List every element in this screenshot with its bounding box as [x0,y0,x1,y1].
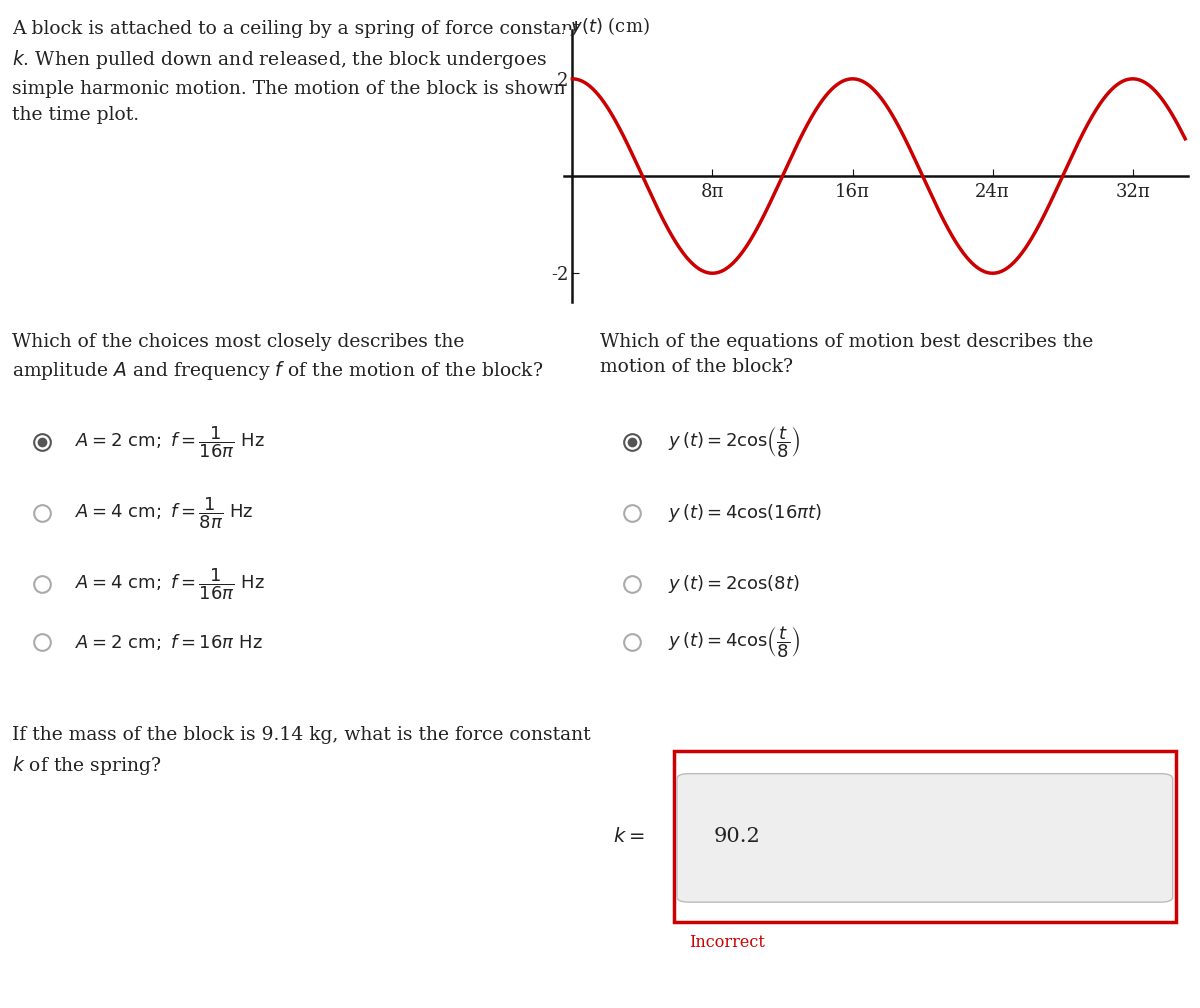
Text: $k =$: $k =$ [613,828,644,846]
Text: $y\,(t) = 2\cos\!\left(\dfrac{t}{8}\right)$: $y\,(t) = 2\cos\!\left(\dfrac{t}{8}\righ… [667,424,799,460]
FancyBboxPatch shape [674,751,1176,922]
Text: $y\,(t) = 4\cos\!\left(16\pi t\right)$: $y\,(t) = 4\cos\!\left(16\pi t\right)$ [667,502,822,524]
Text: Incorrect: Incorrect [689,934,766,951]
Text: Which of the equations of motion best describes the
motion of the block?: Which of the equations of motion best de… [600,333,1093,376]
Text: Which of the choices most closely describes the
amplitude $A$ and frequency $f$ : Which of the choices most closely descri… [12,333,544,382]
Text: 90.2: 90.2 [714,828,761,846]
Text: $A = 4\ \mathrm{cm};\ f = \dfrac{1}{16\pi}\ \mathrm{Hz}$: $A = 4\ \mathrm{cm};\ f = \dfrac{1}{16\p… [76,566,265,602]
Text: $A = 2\ \mathrm{cm};\ f = 16\pi\ \mathrm{Hz}$: $A = 2\ \mathrm{cm};\ f = 16\pi\ \mathrm… [76,632,263,652]
Text: $y(t)$ (cm): $y(t)$ (cm) [570,14,649,37]
Text: A block is attached to a ceiling by a spring of force constant
$k$. When pulled : A block is attached to a ceiling by a sp… [12,20,589,124]
FancyBboxPatch shape [677,774,1172,902]
Text: $y\,(t) = 2\cos\!\left(8t\right)$: $y\,(t) = 2\cos\!\left(8t\right)$ [667,574,799,596]
Text: $A = 4\ \mathrm{cm};\ f = \dfrac{1}{8\pi}\ \mathrm{Hz}$: $A = 4\ \mathrm{cm};\ f = \dfrac{1}{8\pi… [76,496,254,531]
Text: $A = 2\ \mathrm{cm};\ f = \dfrac{1}{16\pi}\ \mathrm{Hz}$: $A = 2\ \mathrm{cm};\ f = \dfrac{1}{16\p… [76,424,265,460]
Text: If the mass of the block is 9.14 kg, what is the force constant
$k$ of the sprin: If the mass of the block is 9.14 kg, wha… [12,726,590,777]
Text: $y\,(t) = 4\cos\!\left(\dfrac{t}{8}\right)$: $y\,(t) = 4\cos\!\left(\dfrac{t}{8}\righ… [667,625,799,660]
